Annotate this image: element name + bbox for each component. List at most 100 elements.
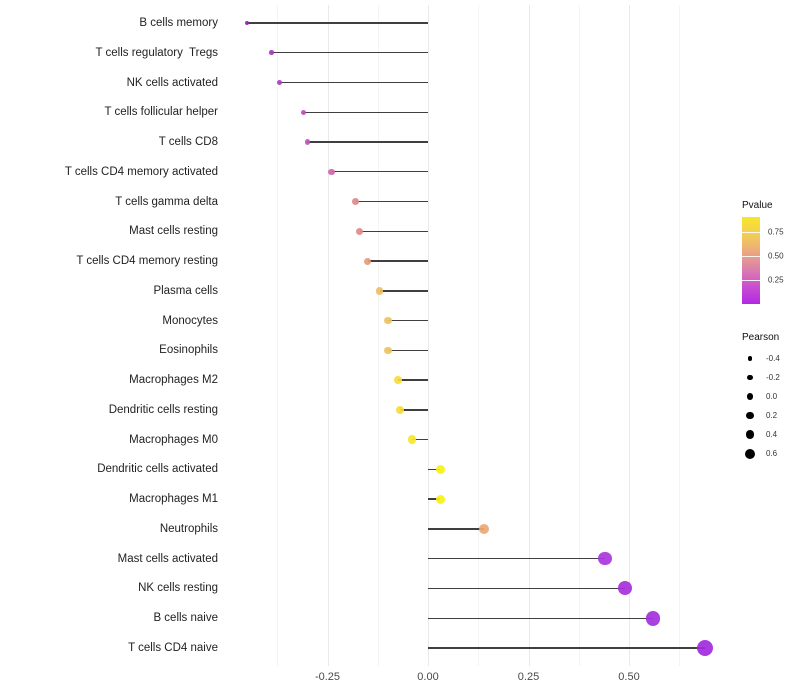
category-label: Eosinophils [159, 344, 218, 357]
lollipop-dot [435, 464, 445, 474]
pvalue-legend: Pvalue 0.75 0.50 0.25 [742, 200, 784, 304]
pearson-legend-item: -0.4 [742, 349, 780, 368]
lollipop-dot [245, 21, 250, 25]
lollipop-segment [331, 171, 428, 173]
pearson-legend-dot-box [742, 430, 758, 439]
lollipop-dot [356, 227, 364, 235]
lollipop-segment [379, 290, 428, 292]
category-label: Monocytes [162, 314, 218, 327]
category-label: T cells CD4 naive [128, 641, 218, 654]
lollipop-dot [364, 257, 372, 265]
pvalue-legend-title: Pvalue [742, 200, 773, 211]
lollipop-segment [411, 438, 428, 441]
lollipop-dot [383, 346, 392, 355]
lollipop-dot [618, 581, 632, 596]
lollipop-dot [304, 139, 311, 145]
lollipop-dot [395, 405, 404, 414]
gridline-minor [277, 5, 279, 666]
lollipop-segment [428, 647, 706, 649]
category-label: T cells CD8 [158, 136, 218, 149]
pearson-legend-dot-box [742, 393, 758, 400]
colorbar-tick [742, 232, 760, 234]
pearson-legend-dot [745, 448, 755, 459]
category-label: B cells naive [153, 612, 218, 625]
pearson-legend-dot [747, 374, 753, 381]
category-label: T cells regulatory Tregs [95, 46, 218, 59]
category-label: Plasma cells [153, 284, 218, 297]
category-label: Macrophages M0 [129, 433, 218, 446]
lollipop-dot [598, 551, 612, 566]
category-label: Macrophages M2 [129, 374, 218, 387]
lollipop-segment [247, 22, 428, 24]
gridline-major [629, 5, 630, 666]
pearson-legend-label: -0.2 [766, 373, 780, 382]
lollipop-dot [393, 376, 402, 385]
lollipop-dot [376, 287, 384, 295]
pearson-legend-label: 0.6 [766, 449, 778, 458]
lollipop-dot [645, 610, 661, 626]
pvalue-colorbar: 0.75 0.50 0.25 [742, 217, 784, 304]
pearson-legend-title: Pearson [742, 332, 780, 343]
category-label: NK cells resting [138, 582, 218, 595]
pearson-legend-dot-box [742, 448, 758, 459]
lollipop-segment [428, 557, 605, 560]
lollipop-segment [367, 260, 428, 262]
lollipop-dot [479, 523, 490, 535]
lollipop-segment [397, 379, 428, 381]
pearson-legend-dot [746, 411, 754, 420]
lollipop-dot [300, 109, 307, 115]
colorbar-tick-label: 0.50 [768, 251, 784, 261]
pearson-legend-item: 0.6 [742, 444, 780, 463]
pearson-legend-item: -0.2 [742, 368, 780, 387]
x-tick-label: -0.25 [314, 671, 341, 683]
lollipop-segment [307, 141, 428, 143]
lollipop-segment [359, 230, 428, 232]
pearson-legend-label: 0.4 [766, 430, 778, 439]
category-label: B cells memory [139, 17, 218, 29]
lollipop-segment [271, 52, 428, 54]
gridline-major [428, 5, 429, 666]
lollipop-segment [279, 81, 428, 84]
pearson-legend-dot [745, 430, 755, 439]
category-label: Mast cells resting [129, 225, 218, 238]
x-tick-label: 0.00 [417, 671, 439, 683]
colorbar-tick-label: 0.75 [768, 227, 784, 237]
lollipop-dot [352, 198, 360, 205]
lollipop-segment [387, 349, 428, 352]
pearson-legend-dot-box [742, 374, 758, 381]
pearson-legend-items: -0.4 -0.2 0.0 0.2 0.4 0.6 [742, 349, 780, 463]
lollipop-segment [355, 200, 428, 203]
pearson-legend: Pearson -0.4 -0.2 0.0 0.2 0.4 0.6 [742, 332, 780, 463]
pearson-legend-item: 0.4 [742, 425, 780, 444]
lollipop-dot [407, 435, 417, 444]
gridline-major [528, 5, 530, 666]
pearson-legend-item: 0.2 [742, 406, 780, 425]
category-label: T cells CD4 memory activated [64, 165, 218, 178]
category-label: Dendritic cells activated [97, 463, 218, 476]
x-tick-label: 0.50 [618, 671, 640, 683]
gridline-minor [578, 5, 580, 666]
category-label: Mast cells activated [117, 552, 218, 565]
gridline-major [327, 5, 329, 666]
pearson-legend-label: 0.0 [766, 392, 778, 401]
colorbar-tick [742, 280, 760, 282]
category-label: Macrophages M1 [129, 493, 218, 506]
lollipop-segment [428, 498, 441, 500]
plot-panel [225, 5, 724, 666]
lollipop-segment [428, 587, 625, 590]
pearson-legend-label: -0.4 [766, 354, 780, 363]
pearson-legend-label: 0.2 [766, 411, 778, 420]
lollipop-segment [428, 468, 441, 471]
pearson-legend-dot-box [742, 411, 758, 420]
category-label: NK cells activated [126, 76, 218, 89]
lollipop-segment [387, 319, 428, 322]
gridline-minor [679, 5, 681, 666]
gridline-minor [377, 5, 379, 666]
lollipop-dot [383, 316, 392, 325]
colorbar-tick-label: 0.25 [768, 275, 784, 285]
pearson-legend-dot-box [742, 356, 758, 361]
lollipop-segment [428, 528, 485, 530]
category-label: Dendritic cells resting [108, 403, 218, 416]
gridline-minor [478, 5, 480, 666]
lollipop-dot [435, 494, 445, 504]
